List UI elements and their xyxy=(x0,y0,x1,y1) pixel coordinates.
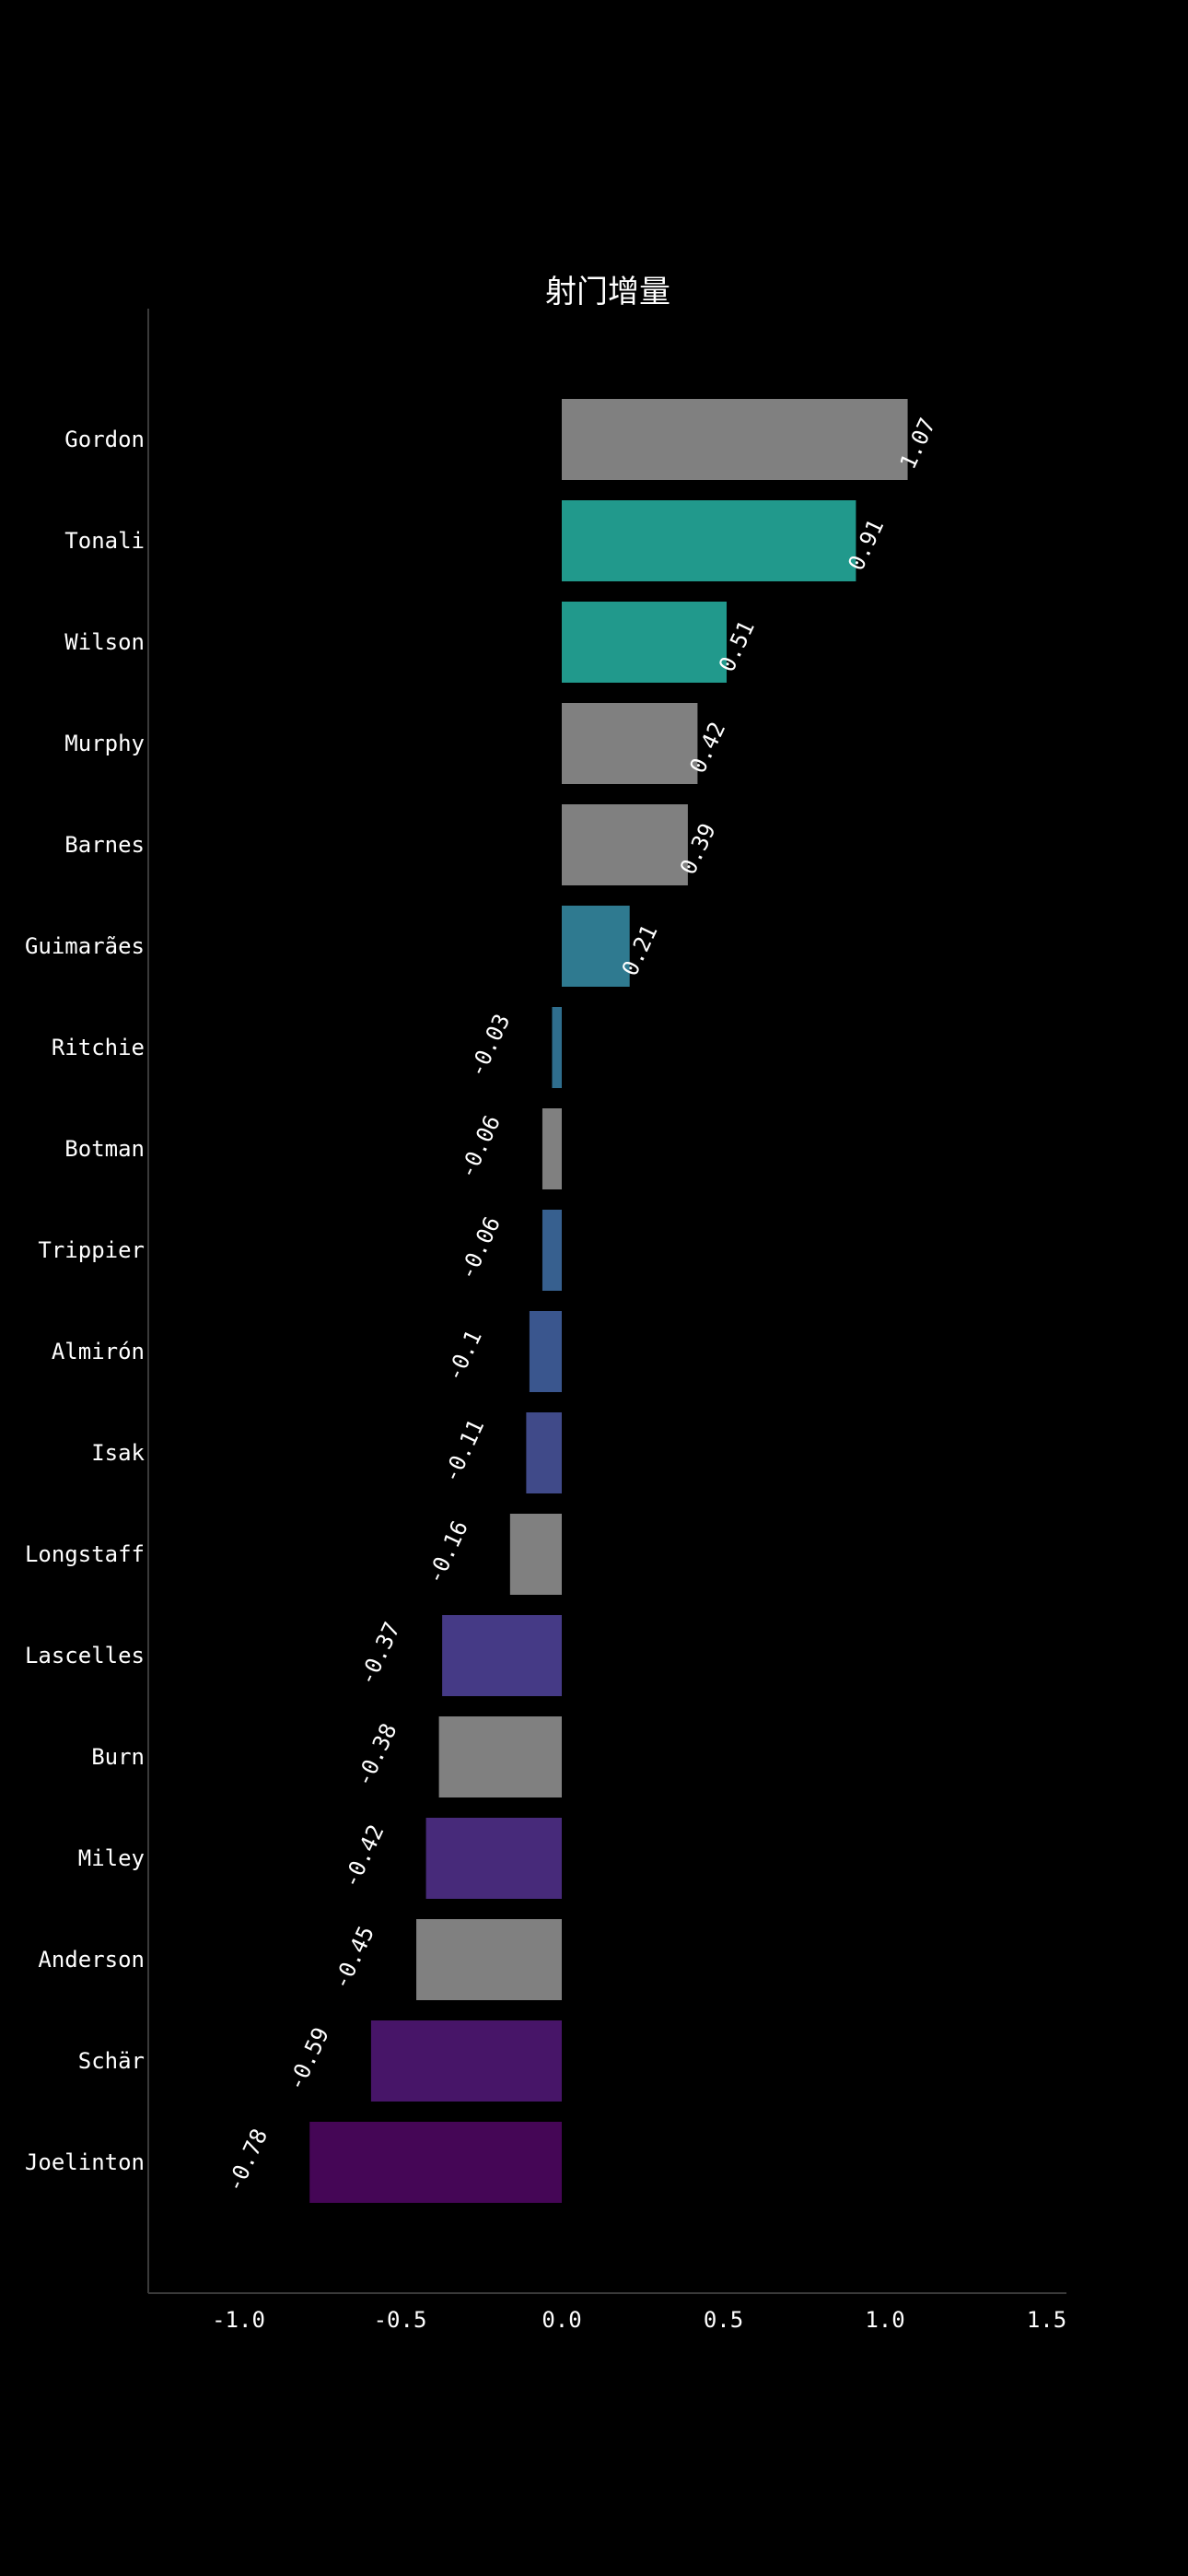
data-label: -0.37 xyxy=(354,1618,405,1689)
bar xyxy=(425,1818,562,1899)
category-label: Murphy xyxy=(64,731,145,756)
x-tick-label: 0.0 xyxy=(542,2307,581,2333)
bars xyxy=(309,399,908,2203)
category-label: Trippier xyxy=(38,1237,145,1263)
category-labels: Gordon Tonali Wilson Murphy Barnes Guimarães R… xyxy=(25,427,146,2175)
bar xyxy=(509,1514,562,1595)
category-label: Lascelles xyxy=(25,1643,145,1669)
category-label: Botman xyxy=(64,1136,145,1162)
category-label: Guimarães xyxy=(25,933,145,959)
category-label: Longstaff xyxy=(25,1541,145,1567)
category-label: Schär xyxy=(78,2048,145,2074)
bar xyxy=(562,602,728,683)
category-label: Almirón xyxy=(52,1339,145,1364)
bar xyxy=(562,399,908,480)
bar xyxy=(442,1615,562,1696)
bar xyxy=(526,1412,562,1493)
data-label: -0.06 xyxy=(454,1111,506,1182)
x-tick-label: 0.5 xyxy=(704,2307,743,2333)
category-label: Ritchie xyxy=(52,1035,145,1060)
data-label: -0.42 xyxy=(338,1821,390,1891)
data-label: -0.78 xyxy=(221,2125,273,2195)
data-label: -0.45 xyxy=(328,1922,379,1993)
category-label: Wilson xyxy=(64,629,145,655)
category-label: Anderson xyxy=(38,1947,145,1973)
category-label: Gordon xyxy=(64,427,145,452)
bar xyxy=(529,1311,562,1392)
bar xyxy=(542,1108,562,1189)
data-label: -0.1 xyxy=(441,1326,487,1385)
bar xyxy=(562,703,698,784)
bar xyxy=(542,1210,562,1291)
bar xyxy=(562,804,688,885)
category-label: Burn xyxy=(91,1744,145,1770)
x-tick-label: 1.0 xyxy=(865,2307,904,2333)
chart-title: 射门增量 xyxy=(545,274,670,310)
bar xyxy=(562,500,856,581)
data-label: -0.11 xyxy=(437,1415,489,1486)
x-tick-label: -1.0 xyxy=(212,2307,265,2333)
x-tick-label: -0.5 xyxy=(374,2307,427,2333)
data-label: -0.03 xyxy=(464,1010,516,1081)
data-label: -0.59 xyxy=(283,2023,334,2094)
category-label: Miley xyxy=(78,1845,145,1871)
category-label: Tonali xyxy=(64,528,145,554)
bar xyxy=(562,906,630,987)
bar xyxy=(552,1007,562,1088)
bar xyxy=(438,1716,562,1797)
category-label: Barnes xyxy=(64,832,145,858)
category-label: Isak xyxy=(91,1440,145,1466)
data-label: -0.16 xyxy=(422,1516,473,1587)
data-label: -0.38 xyxy=(351,1719,402,1790)
bar xyxy=(416,1919,562,2000)
data-label: -0.06 xyxy=(454,1212,506,1283)
x-tick-labels: -1.0 -0.5 0.0 0.5 1.0 1.5 xyxy=(212,2307,1066,2333)
x-tick-label: 1.5 xyxy=(1027,2307,1066,2333)
category-label: Joelinton xyxy=(25,2149,145,2175)
bar xyxy=(309,2122,562,2203)
bar xyxy=(370,2020,562,2102)
